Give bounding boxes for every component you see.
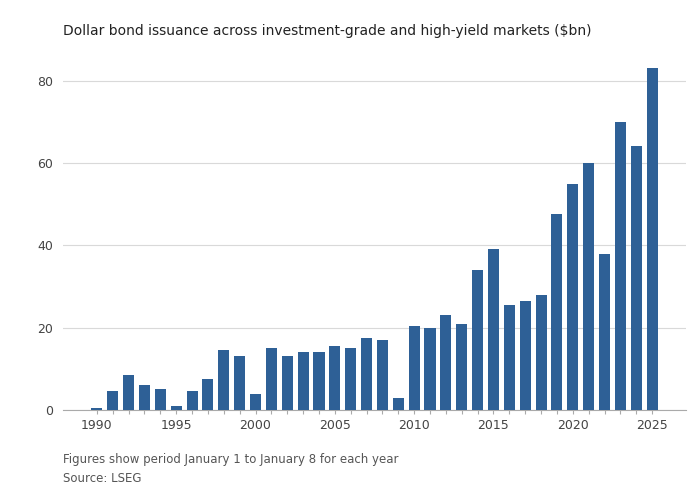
Bar	[615, 122, 626, 410]
Bar	[583, 163, 594, 410]
Bar	[345, 348, 356, 410]
Bar	[599, 254, 610, 410]
Bar	[377, 340, 388, 410]
Bar	[647, 68, 658, 410]
Bar	[266, 348, 277, 410]
Bar	[250, 394, 261, 410]
Bar	[218, 350, 230, 410]
Bar	[409, 326, 420, 410]
Text: Source: LSEG: Source: LSEG	[63, 472, 141, 484]
Bar	[298, 352, 309, 410]
Bar	[631, 146, 642, 410]
Bar	[234, 356, 245, 410]
Bar	[361, 338, 372, 410]
Bar	[107, 392, 118, 410]
Bar	[186, 392, 197, 410]
Bar	[472, 270, 483, 410]
Bar	[314, 352, 325, 410]
Text: Dollar bond issuance across investment-grade and high-yield markets ($bn): Dollar bond issuance across investment-g…	[63, 24, 592, 38]
Bar	[424, 328, 435, 410]
Bar	[123, 375, 134, 410]
Bar	[488, 250, 499, 410]
Bar	[519, 301, 531, 410]
Text: Figures show period January 1 to January 8 for each year: Figures show period January 1 to January…	[63, 452, 398, 466]
Bar	[567, 184, 578, 410]
Bar	[329, 346, 340, 410]
Bar	[202, 379, 214, 410]
Bar	[552, 214, 563, 410]
Bar	[139, 386, 150, 410]
Bar	[393, 398, 404, 410]
Bar	[456, 324, 468, 410]
Bar	[281, 356, 293, 410]
Bar	[504, 305, 515, 410]
Bar	[155, 390, 166, 410]
Bar	[536, 294, 547, 410]
Bar	[91, 408, 102, 410]
Bar	[440, 316, 452, 410]
Bar	[171, 406, 182, 410]
